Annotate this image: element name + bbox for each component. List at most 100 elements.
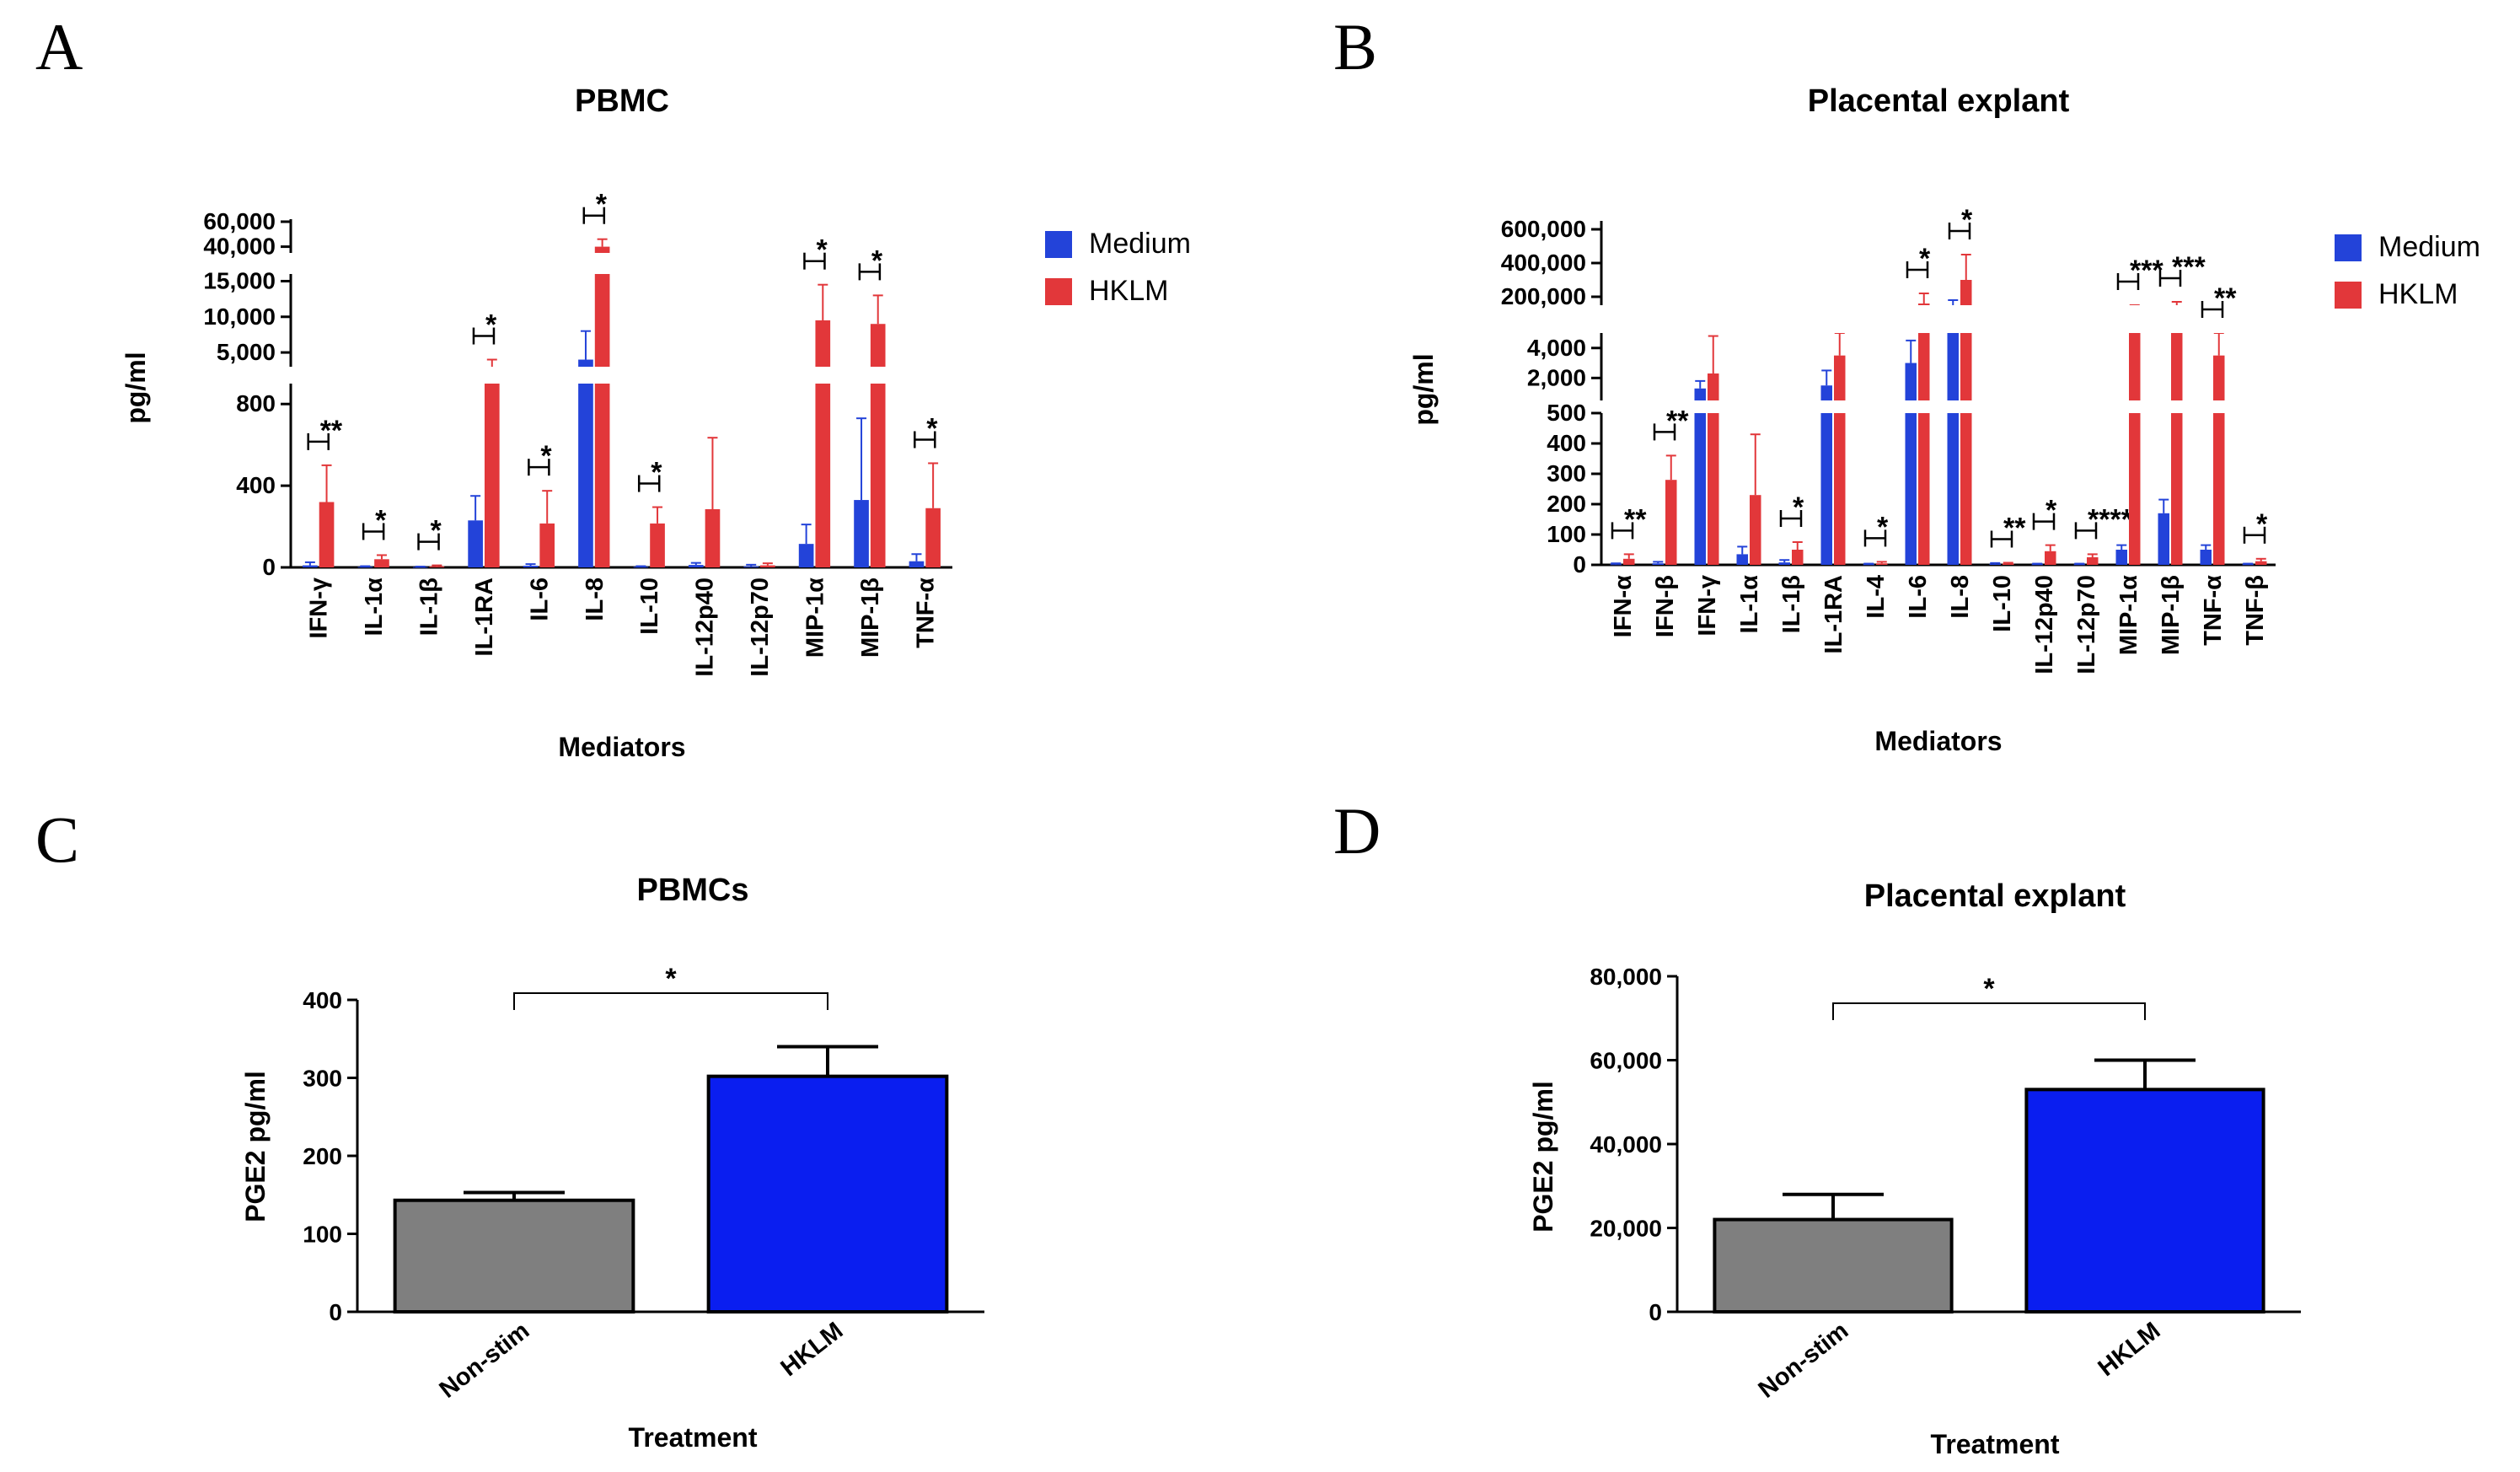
panel-a-ytick-label: 0: [262, 554, 276, 580]
panel-c-ylabel: PGE2 pg/ml: [240, 1071, 271, 1222]
panel-a-ytick-label: 15,000: [203, 267, 276, 293]
panel-b-ytick-label: 100: [1547, 521, 1586, 547]
panel-b-bar-hklm: [1834, 355, 1846, 565]
panel-a-category-label: IL-1α: [361, 578, 388, 637]
panel-a-ytick-label: 400: [236, 472, 276, 498]
panel-d-bar-nonstim: [1713, 1217, 1954, 1314]
panel-b-bar-hklm: [1750, 495, 1761, 565]
panel-b-bar-medium: [1736, 554, 1748, 565]
panel-b-sig-stars: **: [2214, 282, 2237, 314]
panel-b-axis-break: [1777, 305, 1805, 333]
panel-b-axis-break: [1650, 400, 1679, 413]
panel-c-chart: 0 100 200 300 400 Non-stim HKLM *: [303, 963, 984, 1404]
panel-a-axis-break: [686, 367, 722, 384]
panel-b-axis-break: [2114, 400, 2142, 413]
panel-a-category-label: IL-1β: [416, 578, 443, 636]
panel-a-category-label: IL-1RA: [471, 578, 498, 657]
panel-b-ytick-label: 600,000: [1501, 216, 1586, 242]
panel-a-sig-stars: *: [431, 515, 442, 547]
panel-a-axis-break: [410, 253, 447, 274]
panel-a-sig-stars: *: [540, 440, 552, 472]
panel-a-category-label: IL-12p70: [747, 578, 774, 677]
panel-b-axis-break: [1819, 400, 1847, 413]
panel-c-ytick-label: 100: [303, 1222, 342, 1248]
panel-b-sig-stars: ***: [2172, 251, 2206, 283]
panel-a-legend-label: Medium: [1089, 228, 1191, 260]
panel-b-ytick-label: 400,000: [1501, 250, 1586, 276]
panel-a-yaxis-break: [286, 255, 296, 272]
panel-a-ytick-label: 60,000: [203, 208, 276, 234]
panel-b-axis-break: [1608, 305, 1637, 333]
panel-b-bar-medium: [1989, 563, 2001, 565]
panel-b-sig-stars: ***: [2130, 255, 2163, 287]
panel-b-bar-hklm: [2171, 305, 2183, 565]
panel-b-axis-break: [1861, 400, 1890, 413]
panel-c-xlabel: Treatment: [629, 1422, 758, 1453]
panel-b-axis-break: [2114, 305, 2142, 333]
panel-d-ytick-label: 0: [1649, 1299, 1662, 1325]
panel-a-axis-break: [521, 367, 557, 384]
panel-a-bar-hklm: [870, 324, 886, 567]
panel-b-sig-stars: *: [1793, 492, 1804, 524]
panel-a-category-label: MIP-1α: [802, 578, 828, 658]
panel-a-axis-break: [631, 367, 667, 384]
panel-a-sig-stars: *: [871, 244, 883, 277]
panel-b-ytick-label: 4,000: [1527, 335, 1586, 361]
panel-b-legend-label: HKLM: [2378, 278, 2458, 310]
panel-b-bar-medium: [2242, 564, 2254, 566]
panel-a-bar-hklm: [650, 523, 665, 567]
panel-a-category-label: IFN-γ: [306, 577, 333, 638]
panel-b-bar-medium: [2073, 564, 2085, 566]
panel-a-axis-break: [742, 253, 777, 274]
panel-b-axis-break: [1608, 400, 1637, 413]
panel-d-sig-stars: *: [1983, 973, 1995, 1005]
panel-b-chart: 0 100 200 300 400 500 2,000 4,000 200,000 400,000…: [1501, 204, 2480, 674]
panel-b-bar-hklm: [2087, 557, 2099, 565]
panel-b-category-label: MIP-1β: [2158, 575, 2185, 655]
panel-b-category-label: IFN-γ: [1694, 574, 1721, 636]
panel-b-category-label: IL-4: [1863, 575, 1890, 619]
panel-b-axis-break: [1735, 305, 1763, 333]
panel-a-ytick-label: 40,000: [203, 234, 276, 260]
panel-b-xlabel: Mediators: [1874, 726, 2002, 756]
panel-a-bar-medium: [578, 359, 593, 567]
panel-b-bar-medium: [1778, 562, 1790, 565]
panel-a-axis-break: [466, 253, 501, 274]
panel-b-yaxis-break: [1596, 402, 1606, 411]
panel-c-bar-hklm: [706, 1074, 949, 1314]
panel-b-axis-break: [1777, 400, 1805, 413]
panel-b-letter: B: [1333, 10, 1377, 83]
panel-a-ytick-label: 5,000: [217, 339, 276, 365]
panel-b-axis-break: [1903, 400, 1932, 413]
panel-a-bar-hklm: [705, 508, 721, 567]
panel-a-axis-break: [356, 367, 391, 384]
panel-b-sig-stars: *: [1961, 204, 1973, 236]
panel-b-bar-medium: [1905, 363, 1917, 565]
panel-b-axis-break: [2156, 305, 2185, 333]
panel-d-ytick-label: 80,000: [1590, 964, 1662, 990]
panel-a-bar-medium: [523, 566, 539, 567]
panel-b-bar-medium: [1694, 388, 1706, 565]
panel-b-ylabel: pg/ml: [1408, 353, 1439, 425]
panel-b-bar-hklm: [2129, 333, 2141, 565]
panel-b-category-label: IL-1α: [1736, 575, 1763, 634]
panel-c-title: PBMCs: [636, 873, 748, 908]
panel-a-sig-stars: *: [596, 189, 608, 221]
panel-b-axis-break: [1987, 400, 2016, 413]
panel-b-axis-break: [1945, 305, 1974, 333]
panel-a-sig-stars: *: [926, 412, 938, 444]
panel-a-sig-stars: *: [816, 234, 828, 266]
panel-b-ytick-label: 200,000: [1501, 283, 1586, 309]
panel-a-bar-medium: [688, 565, 704, 567]
panel-b-bar-hklm: [1665, 480, 1677, 565]
panel-a-category-label: IL-6: [526, 578, 553, 621]
panel-c-sig-stars: *: [665, 963, 677, 995]
panel-a-bar-hklm: [374, 559, 389, 567]
panel-b-bar-medium: [2200, 550, 2212, 565]
panel-a-bar-medium: [798, 544, 814, 567]
panel-b-axis-break: [2072, 400, 2100, 413]
panel-a-category-label: IL-8: [582, 578, 609, 621]
panel-d-ytick-label: 40,000: [1590, 1131, 1662, 1158]
panel-b-category-label: IL-12p70: [2073, 575, 2100, 674]
